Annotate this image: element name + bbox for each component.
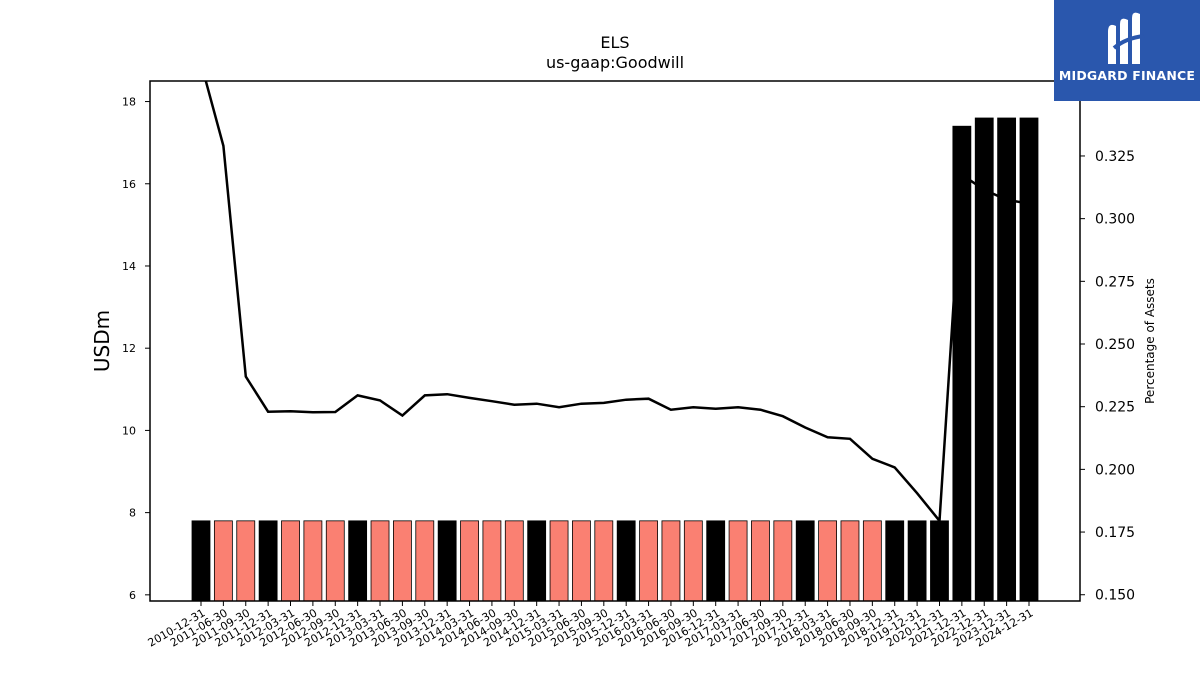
y2-tick-label: 0.150 (1095, 588, 1135, 604)
bar-2018-12-31 (885, 520, 905, 602)
midgard-finance-logo: MIDGARD FINANCE (1054, 0, 1200, 101)
bar-2020-12-31 (930, 520, 949, 602)
bar-2015-09-30 (594, 520, 614, 602)
logo-mark-icon (1108, 12, 1145, 65)
bar-2011-06-30 (213, 520, 233, 602)
chart-subtitle: us-gaap:Goodwill (546, 53, 684, 72)
y-tick-label: 12 (122, 342, 136, 355)
plot-frame (149, 80, 1081, 602)
bar-2012-12-31 (348, 520, 368, 602)
y2-axis: 0.150 0.175 0.200 0.225 0.250 0.275 0.300 0.325… (1080, 86, 1135, 604)
bar-2012-06-30 (303, 520, 323, 602)
bar-2013-12-31 (437, 520, 457, 602)
y-axis-label: USDm (90, 310, 114, 372)
bar-2015-12-31 (616, 520, 636, 602)
bar-2014-12-31 (527, 520, 547, 602)
bar-2021-12-31 (952, 125, 972, 602)
bar-2017-09-30 (773, 520, 793, 602)
bar-2012-03-31 (281, 520, 300, 602)
bar-2014-03-31 (460, 520, 479, 602)
bar-2012-09-30 (325, 520, 345, 602)
bar-2016-09-30 (683, 520, 703, 602)
bar-2015-06-30 (572, 520, 591, 602)
bar-2013-09-30 (415, 520, 435, 602)
y-tick-label: 16 (122, 178, 136, 191)
y2-tick-label: 0.200 (1095, 462, 1135, 478)
bar-2016-06-30 (661, 520, 681, 602)
y2-tick-label: 0.250 (1095, 337, 1135, 353)
bar-2017-06-30 (751, 520, 770, 602)
chart-title: ELS (600, 33, 629, 52)
bar-2018-03-31 (818, 520, 837, 602)
y2-axis-label: Percentage of Assets (1143, 278, 1157, 404)
logo-text: MIDGARD FINANCE (1058, 68, 1196, 83)
percentage-of-assets-line (204, 81, 1030, 525)
y-tick-label: 8 (129, 507, 136, 520)
bar-2018-09-30 (862, 520, 882, 602)
y2-tick-label: 0.175 (1095, 525, 1135, 541)
bar-2019-12-31 (907, 520, 927, 602)
bar-2015-03-31 (549, 520, 569, 602)
bar-2016-03-31 (639, 520, 658, 602)
bar-2017-03-31 (728, 520, 748, 602)
y2-tick-label: 0.325 (1095, 149, 1135, 165)
bar-2016-12-31 (706, 520, 726, 602)
bar-2013-03-31 (370, 520, 390, 602)
y2-tick-label: 0.300 (1095, 212, 1135, 228)
y2-tick-label: 0.225 (1095, 400, 1135, 416)
bar-2010-12-31 (191, 520, 211, 602)
y-tick-label: 18 (122, 96, 136, 109)
y2-tick-label: 0.275 (1095, 274, 1135, 290)
y-axis: 6 8 10 12 14 16 18 (122, 96, 150, 602)
bar-2014-06-30 (482, 520, 502, 602)
bar-2011-12-31 (258, 520, 278, 602)
bar-2013-06-30 (393, 520, 412, 602)
bar-2014-09-30 (504, 520, 524, 602)
bar-2017-12-31 (795, 520, 815, 602)
y-tick-label: 14 (122, 260, 136, 273)
bars-group (191, 117, 1039, 602)
bar-2018-06-30 (840, 520, 860, 602)
y-tick-label: 10 (122, 424, 136, 437)
bar-2023-12-31 (997, 117, 1017, 602)
bar-2024-12-31 (1019, 117, 1039, 602)
line-group (204, 81, 1030, 525)
bar-2011-09-30 (236, 520, 256, 602)
x-axis: 2010-12-312011-06-302011-09-302011-12-31… (146, 601, 1036, 650)
y-tick-label: 6 (129, 589, 136, 602)
